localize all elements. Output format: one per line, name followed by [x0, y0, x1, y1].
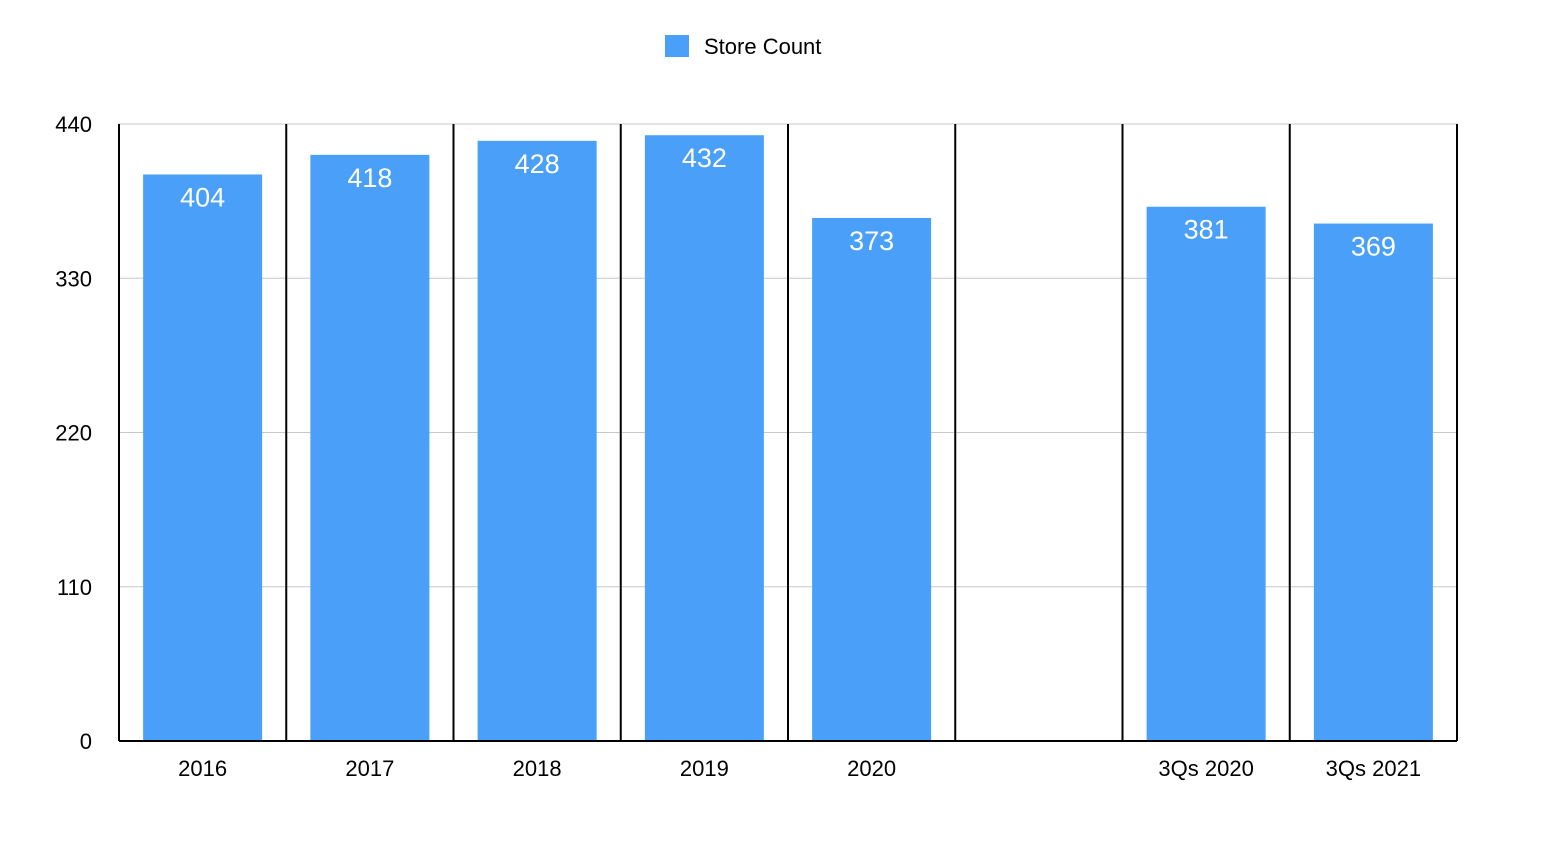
bars	[143, 135, 1433, 742]
bar-3Qs 2021	[1313, 223, 1433, 741]
bar-2019	[644, 135, 764, 741]
category-separators	[285, 124, 1458, 741]
y-tick-label-220: 220	[55, 421, 92, 446]
legend-label-store-count: Store Count	[704, 34, 821, 59]
x-tick-label-3Qs-2020: 3Qs 2020	[1158, 756, 1253, 781]
x-tick-label-2019: 2019	[680, 756, 729, 781]
data-label-2017: 418	[347, 163, 392, 193]
data-label-2018: 428	[515, 149, 560, 179]
data-label-3Qs 2020: 381	[1184, 215, 1229, 245]
legend: Store Count	[665, 34, 821, 59]
x-tick-label-3Qs-2021: 3Qs 2021	[1326, 756, 1421, 781]
data-label-2016: 404	[180, 182, 225, 212]
x-tick-label-2017: 2017	[345, 756, 394, 781]
y-tick-label-440: 440	[55, 112, 92, 137]
y-tick-label-110: 110	[57, 575, 92, 600]
bar-2018	[477, 140, 597, 741]
x-axis-tick-labels: 2016 2017 2018 2019 2020 3Qs 2020 3Qs 2021	[178, 756, 1421, 781]
bar-2017	[310, 154, 430, 742]
legend-swatch-store-count	[665, 35, 689, 57]
x-tick-label-2016: 2016	[178, 756, 227, 781]
x-tick-label-2020: 2020	[847, 756, 896, 781]
y-axis-tick-labels: 0 110 220 330 440	[55, 112, 92, 754]
bar-3Qs 2020	[1146, 206, 1266, 742]
x-tick-label-2018: 2018	[513, 756, 562, 781]
data-labels: 404 418 428 432 373 381 369	[180, 143, 1396, 261]
data-label-3Qs 2021: 369	[1351, 232, 1396, 262]
data-label-2020: 373	[849, 226, 894, 256]
bar-2020	[812, 217, 932, 741]
data-label-2019: 432	[682, 143, 727, 173]
y-tick-label-0: 0	[80, 729, 92, 754]
axes	[118, 124, 1457, 742]
y-tick-label-330: 330	[55, 266, 92, 291]
bar-2016	[143, 174, 263, 741]
